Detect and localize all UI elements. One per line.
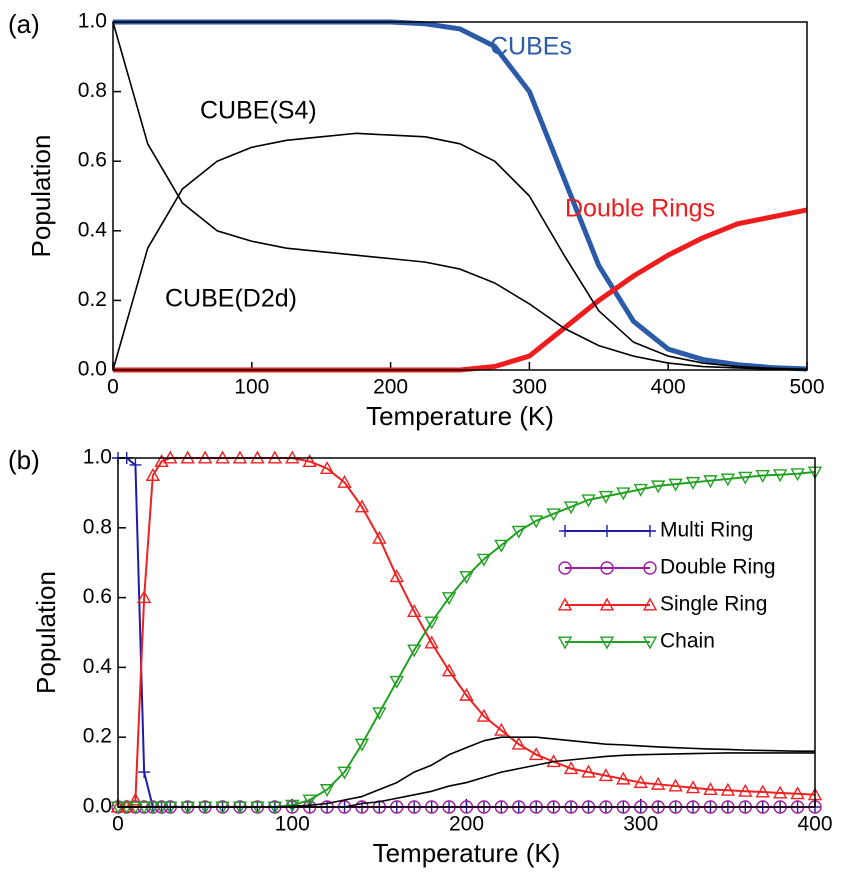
series-line <box>118 737 815 807</box>
legend-marker <box>601 525 613 537</box>
panel-label: (a) <box>8 9 40 39</box>
x-tick-label: 500 <box>789 376 824 399</box>
y-tick-label: 0.8 <box>78 79 107 102</box>
legend-marker <box>559 525 571 537</box>
legend-marker <box>644 525 656 537</box>
series-label: Double Rings <box>565 195 715 223</box>
y-tick-label: 0.0 <box>78 358 107 381</box>
marker <box>138 766 150 778</box>
legend-label: Double Ring <box>660 556 776 579</box>
series-label: CUBE(S4) <box>200 97 317 125</box>
legend-label: Chain <box>660 630 715 653</box>
x-tick-label: 300 <box>512 376 547 399</box>
y-tick-label: 0.4 <box>78 218 108 241</box>
y-tick-label: 1.0 <box>83 446 112 469</box>
series-line <box>118 753 815 807</box>
y-axis-title: Population <box>26 135 56 258</box>
y-tick-label: 0.2 <box>78 288 107 311</box>
x-tick-label: 200 <box>449 813 484 836</box>
x-tick-label: 100 <box>275 813 310 836</box>
x-tick-label: 400 <box>651 376 686 399</box>
x-tick-label: 100 <box>234 376 269 399</box>
y-tick-label: 0.2 <box>83 725 112 748</box>
series-line <box>113 133 807 370</box>
figure: 0.0 0.2 0.4 0.6 0.8 1.0 0 100 200 300 400 500 CUBEs D… <box>0 0 843 880</box>
y-tick-label: 0.6 <box>78 149 107 172</box>
x-tick-label: 300 <box>623 813 658 836</box>
x-tick-label: 200 <box>373 376 408 399</box>
y-tick-label: 0.4 <box>83 655 113 678</box>
x-tick-label: 0 <box>107 376 119 399</box>
y-tick-label: 1.0 <box>78 10 107 33</box>
x-tick-label: 0 <box>112 813 124 836</box>
x-axis-title: Temperature (K) <box>366 401 554 431</box>
legend-label: Multi Ring <box>660 519 753 542</box>
x-tick-label: 400 <box>797 813 832 836</box>
panel: 0.0 0.2 0.4 0.6 0.8 1.0 0 100 200 300 400 500 CUBEs D… <box>8 9 825 431</box>
y-tick-label: 0.6 <box>83 585 112 608</box>
x-axis-title: Temperature (K) <box>373 838 561 868</box>
series-label: CUBEs <box>490 33 572 61</box>
legend-label: Single Ring <box>660 593 767 616</box>
y-tick-label: 0.0 <box>83 795 112 818</box>
y-tick-label: 0.8 <box>83 515 112 538</box>
panel: 0.0 0.2 0.4 0.6 0.8 1.0 0 100 200 300 400 Multi Rin… <box>8 445 833 868</box>
panel-label: (b) <box>8 445 40 475</box>
series-label: CUBE(D2d) <box>165 285 297 313</box>
y-axis-title: Population <box>31 571 61 694</box>
